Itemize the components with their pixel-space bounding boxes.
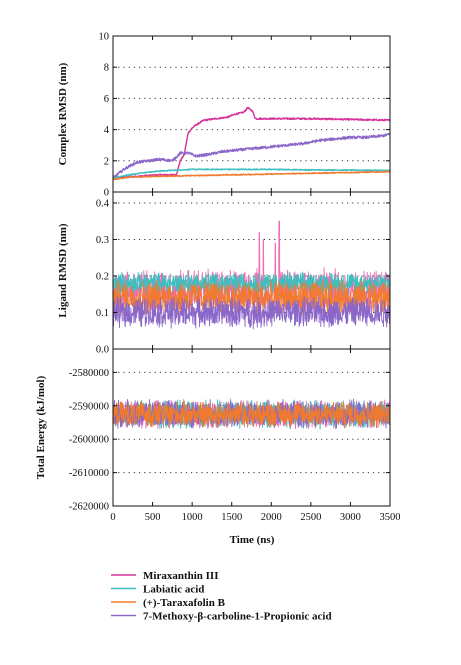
panel-frame (112, 348, 391, 507)
y-tick-label: 10 (99, 32, 110, 43)
y-axis-title: Complex RMSD (nm) (57, 62, 69, 165)
x-tick-label: 2500 (300, 512, 321, 523)
x-tick-label: 0 (110, 512, 115, 523)
y-tick-label: 4 (104, 125, 110, 136)
x-tick-label: 500 (145, 512, 161, 523)
series-group (113, 106, 390, 181)
legend: Miraxanthin III Labiatic acid(+)-Taraxafo… (111, 570, 332, 623)
x-tick-label: 2000 (261, 512, 282, 523)
y-tick-label: 6 (104, 94, 109, 105)
panel-complex-rmsd: 0 2 4 6 8 10 Complex RMSD (nm) (57, 32, 391, 199)
y-tick-label: -2600000 (69, 435, 109, 446)
y-tick-label: 0 (104, 188, 109, 199)
panel-frame (112, 35, 391, 193)
y-tick-label: 0.0 (96, 345, 109, 356)
y-tick-label: 0.1 (96, 308, 109, 319)
legend-label: Miraxanthin III (143, 570, 219, 582)
series-line (113, 132, 390, 179)
y-tick-label: -2590000 (69, 401, 109, 412)
x-tick-label: 3000 (340, 512, 361, 523)
x-tick-label: 1000 (182, 512, 203, 523)
chart-panels: 0 2 4 6 8 10 Complex RMSD (nm) 0.0 0.1 0.2 0.3 0.4 L… (35, 32, 401, 524)
legend-label: Labiatic acid (143, 584, 204, 596)
series-group (113, 220, 390, 330)
series-line (113, 271, 390, 296)
y-tick-label: -2620000 (69, 502, 109, 513)
y-tick-label: -2580000 (69, 368, 109, 379)
panel-ligand-rmsd: 0.0 0.1 0.2 0.3 0.4 Ligand RMSD (nm) (57, 191, 391, 356)
y-tick-label: -2610000 (69, 468, 109, 479)
series-line (113, 400, 390, 429)
y-axis-title: Total Energy (kJ/mol) (35, 375, 47, 479)
series-group (113, 398, 390, 430)
x-axis-title: Time (ns) (230, 534, 275, 546)
y-tick-label: 0.3 (96, 235, 109, 246)
y-axis-title: Ligand RMSD (nm) (57, 223, 69, 317)
y-tick-label: 0.2 (96, 271, 109, 282)
series-line (113, 170, 390, 181)
panel-total-energy: -2580000 -2590000 -2600000 -2610000 -2620000… (35, 348, 391, 513)
series-line (113, 106, 390, 180)
x-tick-label: 1500 (221, 512, 242, 523)
y-tick-label: 0.4 (96, 198, 110, 209)
legend-label: 7-Methoxy-β-carboline-1-Propionic acid (143, 611, 332, 623)
legend-label: (+)-Taraxafolin B (143, 597, 226, 609)
y-tick-label: 8 (104, 63, 109, 74)
series-line (113, 168, 390, 179)
series-line (113, 295, 390, 330)
x-tick-label: 3500 (380, 512, 401, 523)
y-tick-label: 2 (104, 156, 109, 167)
